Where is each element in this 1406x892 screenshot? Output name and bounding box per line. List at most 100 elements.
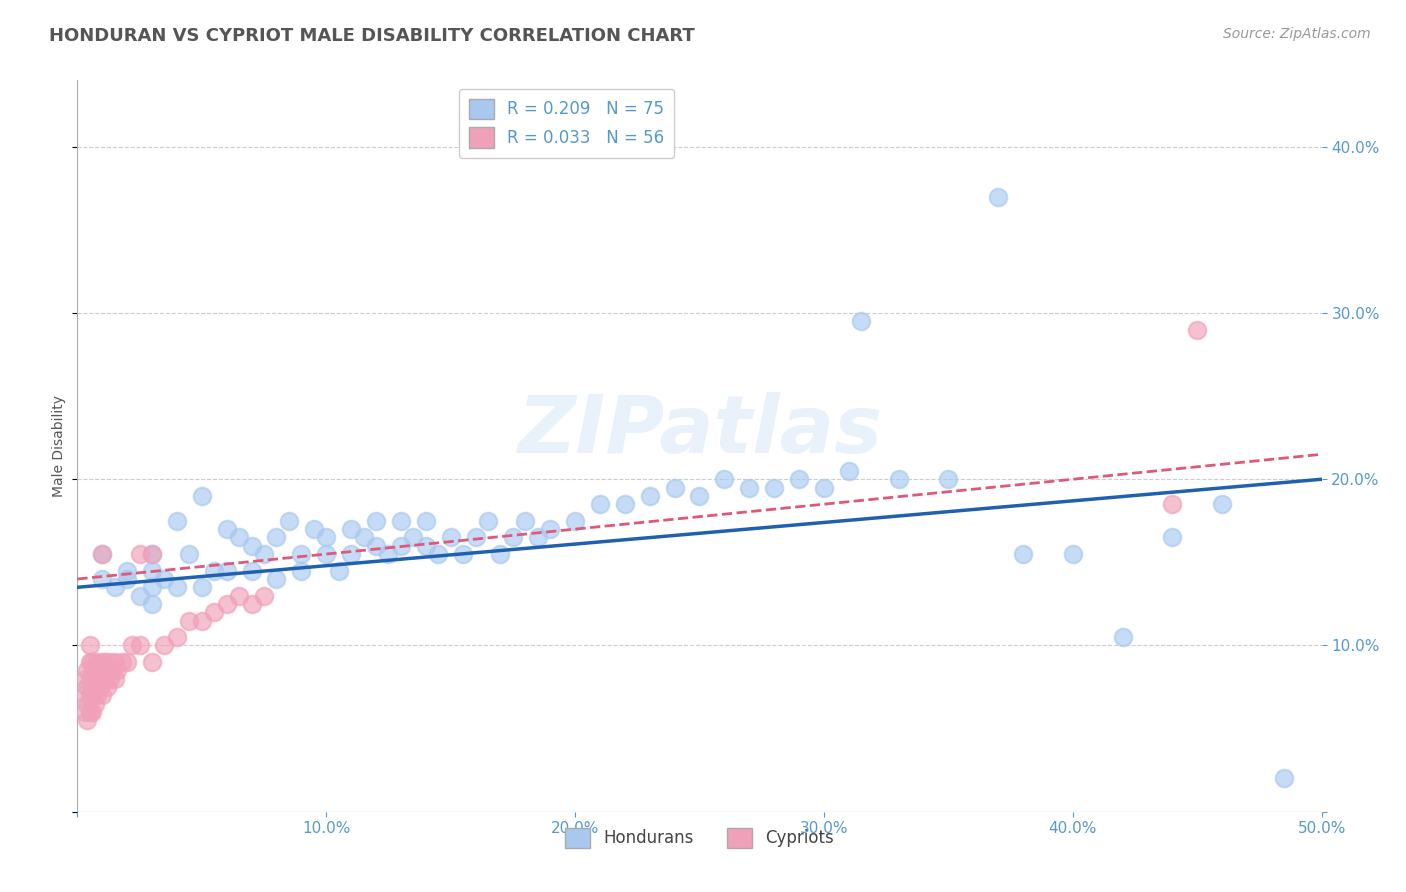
Point (73, 689, 96, 703)
Point (153, 639, 176, 653)
Point (93, 672, 115, 686)
Point (91, 689, 114, 703)
Legend: Hondurans, Cypriots: Hondurans, Cypriots (558, 821, 841, 855)
Point (215, 522, 238, 536)
Point (166, 580, 188, 594)
Point (166, 630, 188, 644)
Point (89, 664, 111, 678)
Point (115, 572, 138, 586)
Point (79, 689, 101, 703)
Point (96, 680, 118, 694)
Point (266, 530, 288, 544)
Point (79, 639, 101, 653)
Point (589, 497, 612, 511)
Point (202, 564, 225, 578)
Point (515, 514, 537, 528)
Point (315, 547, 337, 561)
Point (82, 705, 104, 719)
Point (141, 547, 163, 561)
Point (215, 597, 238, 611)
Point (738, 481, 761, 495)
Point (91, 547, 114, 561)
Point (1272, 772, 1295, 786)
Point (477, 514, 499, 528)
Point (340, 522, 363, 536)
Point (91, 547, 114, 561)
Text: ZIPatlas: ZIPatlas (517, 392, 882, 470)
Point (564, 514, 586, 528)
Point (389, 539, 412, 553)
Point (104, 655, 127, 669)
Point (813, 481, 835, 495)
Point (936, 472, 959, 486)
Point (253, 589, 276, 603)
Point (73, 705, 96, 719)
Point (315, 530, 337, 544)
Point (93, 655, 115, 669)
Point (73, 672, 96, 686)
Point (538, 522, 561, 536)
Point (86, 655, 108, 669)
Point (141, 655, 163, 669)
Point (240, 539, 263, 553)
Point (415, 514, 437, 528)
Point (83, 680, 105, 694)
Point (79, 672, 101, 686)
Point (191, 580, 214, 594)
Point (402, 530, 425, 544)
Point (104, 672, 127, 686)
Point (91, 572, 114, 586)
Point (340, 547, 363, 561)
Point (489, 547, 512, 561)
Point (111, 655, 134, 669)
Point (101, 664, 124, 678)
Point (202, 605, 225, 619)
Point (91, 672, 114, 686)
Point (128, 547, 150, 561)
Point (526, 530, 548, 544)
Point (228, 589, 250, 603)
Point (128, 589, 150, 603)
Point (179, 547, 201, 561)
Point (613, 497, 636, 511)
Point (364, 514, 387, 528)
Point (141, 547, 163, 561)
Point (240, 564, 263, 578)
Point (1111, 630, 1133, 644)
Point (464, 530, 486, 544)
Point (364, 539, 387, 553)
Point (76, 664, 98, 678)
Point (377, 547, 399, 561)
Point (277, 514, 299, 528)
Point (153, 572, 176, 586)
Point (1211, 497, 1233, 511)
Point (96, 664, 118, 678)
Point (266, 572, 288, 586)
Point (191, 489, 214, 503)
Point (82, 672, 104, 686)
Point (1012, 547, 1035, 561)
Point (987, 189, 1010, 203)
Point (451, 547, 474, 561)
Point (439, 530, 461, 544)
Point (79, 655, 101, 669)
Point (128, 639, 150, 653)
Point (98, 655, 121, 669)
Point (83, 697, 105, 711)
Point (115, 564, 138, 578)
Point (86, 689, 108, 703)
Point (328, 564, 350, 578)
Point (763, 481, 786, 495)
Point (353, 530, 375, 544)
Point (228, 530, 250, 544)
Point (166, 514, 188, 528)
Text: HONDURAN VS CYPRIOT MALE DISABILITY CORRELATION CHART: HONDURAN VS CYPRIOT MALE DISABILITY CORR… (49, 27, 695, 45)
Point (82, 689, 104, 703)
Point (191, 614, 214, 628)
Point (215, 564, 238, 578)
Point (179, 614, 201, 628)
Point (427, 547, 450, 561)
Point (89, 680, 111, 694)
Point (76, 714, 98, 728)
Point (115, 655, 138, 669)
